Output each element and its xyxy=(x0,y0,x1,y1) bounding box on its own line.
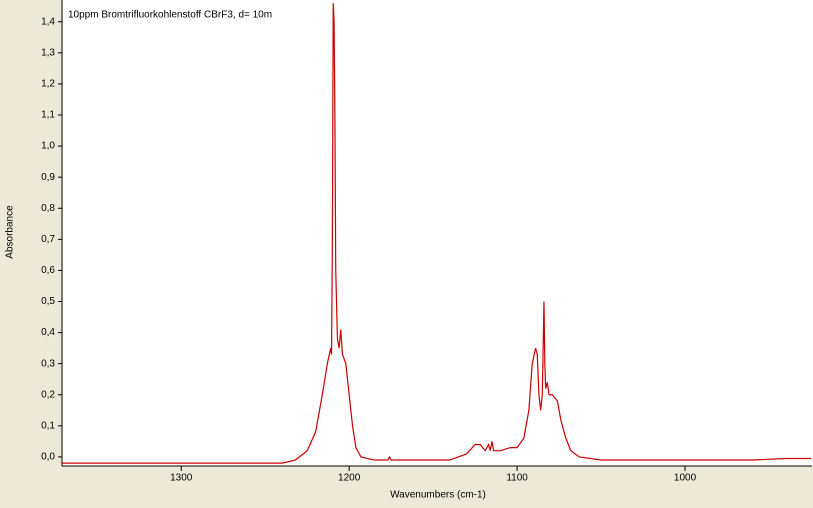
y-tick-label: 0,3 xyxy=(41,358,55,369)
x-tick-label: 1300 xyxy=(170,473,193,484)
y-axis-label: Absorbance xyxy=(5,205,16,259)
y-tick-label: 0,2 xyxy=(41,389,55,400)
axis-panel xyxy=(0,0,62,508)
y-tick-label: 1,2 xyxy=(41,79,55,90)
plot-area xyxy=(62,0,812,466)
annotation: 10ppm Bromtrifluorkohlenstoff CBrF3, d= … xyxy=(68,10,272,21)
y-tick-label: 0,0 xyxy=(41,452,55,463)
y-tick-label: 0,7 xyxy=(41,234,55,245)
spectrum-line xyxy=(62,3,811,464)
y-tick-label: 0,5 xyxy=(41,296,55,307)
y-tick-label: 0,9 xyxy=(41,172,55,183)
x-axis-label: Wavenumbers (cm-1) xyxy=(390,490,486,501)
y-tick-label: 0,6 xyxy=(41,265,55,276)
y-tick-label: 0,8 xyxy=(41,203,55,214)
y-tick-label: 1,4 xyxy=(41,16,55,27)
y-tick-label: 1,0 xyxy=(41,141,55,152)
y-tick-label: 1,3 xyxy=(41,47,55,58)
y-tick-label: 0,4 xyxy=(41,327,55,338)
x-tick-label: 1100 xyxy=(506,473,528,484)
axis-panel xyxy=(0,466,813,508)
y-tick-label: 0,1 xyxy=(41,420,55,431)
y-tick-label: 1,1 xyxy=(41,110,55,121)
x-tick-label: 1200 xyxy=(338,473,361,484)
x-tick-label: 1000 xyxy=(674,473,697,484)
